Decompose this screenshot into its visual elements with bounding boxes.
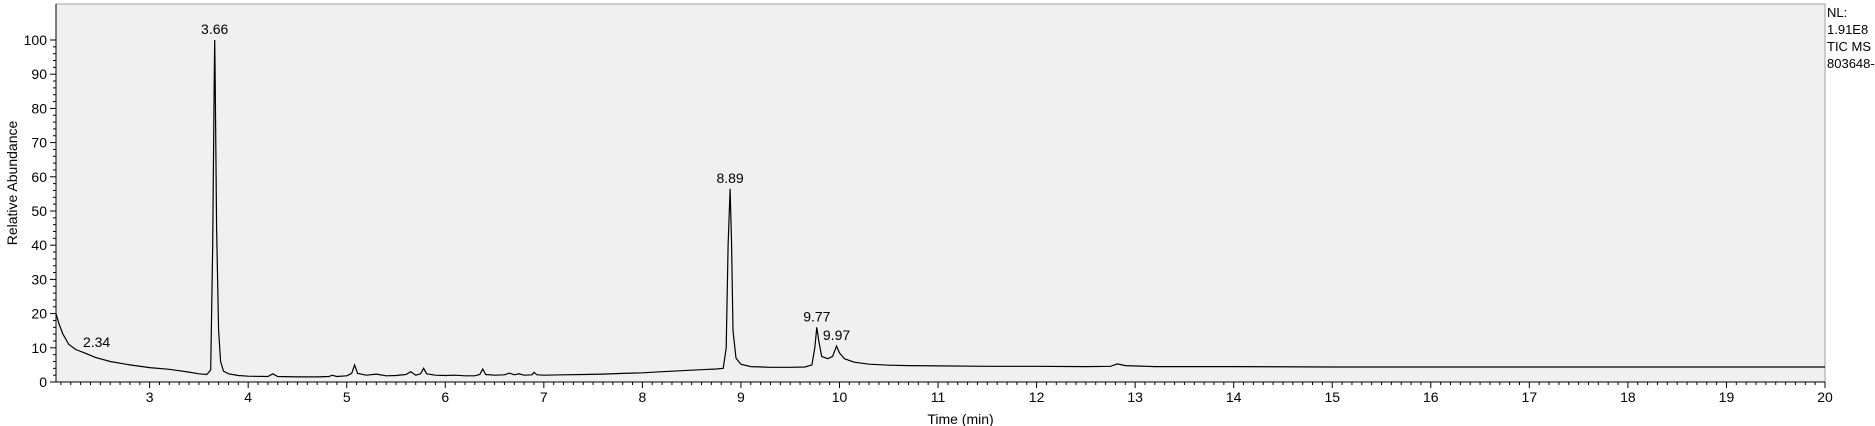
y-tick-label: 20 <box>31 306 47 322</box>
y-tick-label: 40 <box>31 237 47 253</box>
plot-area <box>55 3 1826 383</box>
normalization-info: NL: 1.91E8 TIC MS 803648- <box>1827 4 1875 72</box>
x-tick-label: 9 <box>737 389 745 405</box>
peak-label: 8.89 <box>716 170 743 186</box>
x-tick-label: 5 <box>343 389 351 405</box>
y-tick-label: 80 <box>31 100 47 116</box>
peak-label: 3.66 <box>201 21 228 37</box>
y-tick-label: 100 <box>24 32 48 48</box>
y-tick-label: 90 <box>31 66 47 82</box>
info-line-scan: TIC MS <box>1827 39 1872 54</box>
info-line-value: 1.91E8 <box>1827 22 1869 37</box>
x-tick-label: 3 <box>146 389 154 405</box>
x-tick-label: 16 <box>1423 389 1439 405</box>
x-tick-label: 18 <box>1620 389 1636 405</box>
y-tick-label: 10 <box>31 340 47 356</box>
peak-label: 9.77 <box>803 308 830 324</box>
tic-trace <box>55 39 1825 378</box>
peak-label: 2.34 <box>83 334 110 350</box>
x-tick-label: 17 <box>1522 389 1538 405</box>
y-tick-label: 70 <box>31 135 47 151</box>
info-line-nl: NL: <box>1827 5 1848 20</box>
x-tick-label: 13 <box>1127 389 1143 405</box>
x-tick-label: 15 <box>1324 389 1340 405</box>
x-tick-label: 6 <box>441 389 449 405</box>
peak-label: 9.97 <box>823 327 850 343</box>
y-tick-label: 0 <box>39 374 47 390</box>
x-tick-label: 4 <box>244 389 252 405</box>
x-tick-label: 8 <box>638 389 646 405</box>
y-tick-label: 50 <box>31 203 47 219</box>
x-tick-label: 10 <box>832 389 848 405</box>
y-axis-label: Relative Abundance <box>4 121 20 246</box>
info-line-file: 803648- <box>1827 56 1875 71</box>
x-tick-label: 20 <box>1817 389 1833 405</box>
x-tick-label: 19 <box>1719 389 1735 405</box>
y-tick-label: 60 <box>31 169 47 185</box>
x-axis-label: Time (min) <box>927 411 993 426</box>
x-tick-label: 7 <box>540 389 548 405</box>
x-tick-label: 11 <box>931 389 946 405</box>
x-tick-label: 12 <box>1029 389 1045 405</box>
y-tick-label: 30 <box>31 271 47 287</box>
x-tick-label: 14 <box>1226 389 1242 405</box>
